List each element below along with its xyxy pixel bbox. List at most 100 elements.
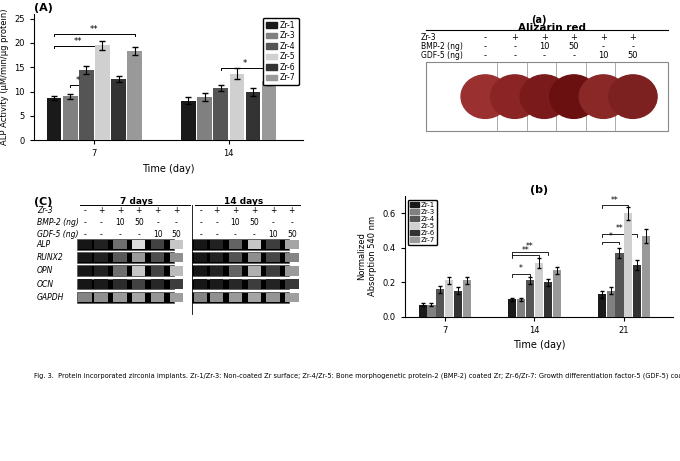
Bar xyxy=(285,253,299,262)
Bar xyxy=(132,240,146,249)
Text: -: - xyxy=(199,218,202,227)
Bar xyxy=(192,266,289,276)
Text: +: + xyxy=(288,206,295,215)
Text: 10: 10 xyxy=(268,230,278,239)
Text: (C): (C) xyxy=(34,197,52,207)
Bar xyxy=(248,240,261,249)
Text: **: ** xyxy=(611,195,619,205)
Bar xyxy=(78,253,92,262)
Text: 10: 10 xyxy=(598,51,609,60)
Legend: Zr-1, Zr-3, Zr-4, Zr-5, Zr-6, Zr-7: Zr-1, Zr-3, Zr-4, Zr-5, Zr-6, Zr-7 xyxy=(408,200,437,245)
Ellipse shape xyxy=(490,75,539,118)
Text: -: - xyxy=(483,51,487,60)
Text: -: - xyxy=(483,33,487,42)
Bar xyxy=(169,266,183,276)
X-axis label: Time (day): Time (day) xyxy=(142,164,194,174)
Bar xyxy=(248,253,261,262)
Bar xyxy=(210,253,223,262)
Text: -: - xyxy=(100,218,103,227)
Bar xyxy=(517,299,525,317)
Bar xyxy=(285,240,299,249)
Text: Zr-3: Zr-3 xyxy=(37,206,52,215)
Bar xyxy=(114,293,126,302)
Text: GDF-5 (ng): GDF-5 (ng) xyxy=(37,230,78,239)
Y-axis label: ALP Activity (μM/min/μg protein): ALP Activity (μM/min/μg protein) xyxy=(0,9,9,145)
Text: ALP: ALP xyxy=(37,240,51,249)
Bar xyxy=(285,293,299,302)
Bar xyxy=(79,70,94,140)
Bar xyxy=(77,252,173,263)
Bar xyxy=(454,291,462,317)
Bar xyxy=(77,266,173,276)
Text: (a): (a) xyxy=(531,15,547,25)
Text: -: - xyxy=(602,42,605,51)
Bar xyxy=(95,266,108,276)
Text: 10: 10 xyxy=(153,230,163,239)
Text: 10: 10 xyxy=(231,218,240,227)
Bar xyxy=(228,279,242,289)
Bar xyxy=(132,253,146,262)
Text: -: - xyxy=(156,218,159,227)
Bar xyxy=(210,266,223,276)
Bar xyxy=(127,51,142,140)
Text: -: - xyxy=(199,206,202,215)
Bar xyxy=(151,293,165,302)
Bar xyxy=(77,292,173,303)
Text: 7 days: 7 days xyxy=(120,197,152,207)
Bar xyxy=(112,79,126,140)
Bar xyxy=(437,289,445,317)
Text: -: - xyxy=(175,218,177,227)
Text: 50: 50 xyxy=(287,230,296,239)
FancyBboxPatch shape xyxy=(426,62,668,131)
Text: BMP-2 (ng): BMP-2 (ng) xyxy=(37,218,79,227)
Bar xyxy=(95,293,108,302)
Text: 50: 50 xyxy=(171,230,181,239)
Bar xyxy=(214,88,228,140)
Bar xyxy=(194,293,207,302)
Text: 50: 50 xyxy=(568,42,579,51)
Text: +: + xyxy=(630,33,636,42)
Text: -: - xyxy=(632,42,634,51)
Bar xyxy=(248,266,261,276)
Bar xyxy=(633,265,641,317)
Legend: Zr-1, Zr-3, Zr-4, Zr-5, Zr-6, Zr-7: Zr-1, Zr-3, Zr-4, Zr-5, Zr-6, Zr-7 xyxy=(262,18,299,85)
X-axis label: Time (day): Time (day) xyxy=(513,340,565,350)
Text: -: - xyxy=(234,230,237,239)
Text: -: - xyxy=(199,230,202,239)
Text: +: + xyxy=(571,33,577,42)
Bar xyxy=(78,266,92,276)
Text: +: + xyxy=(98,206,104,215)
Text: -: - xyxy=(573,51,575,60)
Bar xyxy=(95,253,108,262)
Bar xyxy=(607,291,615,317)
Bar xyxy=(114,279,126,289)
Bar xyxy=(77,239,173,250)
Bar xyxy=(78,293,92,302)
Text: **: ** xyxy=(74,37,82,46)
Bar xyxy=(192,252,289,263)
Text: +: + xyxy=(270,206,276,215)
Bar xyxy=(78,240,92,249)
Bar xyxy=(192,279,289,290)
Bar xyxy=(418,305,426,317)
Text: +: + xyxy=(541,33,547,42)
Bar xyxy=(526,280,534,317)
Text: -: - xyxy=(513,42,516,51)
Text: +: + xyxy=(173,206,180,215)
Text: *: * xyxy=(76,76,80,85)
Text: -: - xyxy=(84,218,86,227)
Bar xyxy=(228,293,242,302)
Text: 50: 50 xyxy=(134,218,143,227)
Text: GDF-5 (ng): GDF-5 (ng) xyxy=(421,51,462,60)
Text: -: - xyxy=(216,230,218,239)
Text: -: - xyxy=(543,51,546,60)
Text: **: ** xyxy=(526,242,534,251)
Bar xyxy=(169,253,183,262)
Text: *: * xyxy=(243,59,247,68)
Text: *: * xyxy=(519,265,523,273)
Bar xyxy=(267,253,279,262)
Text: -: - xyxy=(100,230,103,239)
Bar xyxy=(445,280,454,317)
Bar xyxy=(194,253,207,262)
Bar xyxy=(151,266,165,276)
